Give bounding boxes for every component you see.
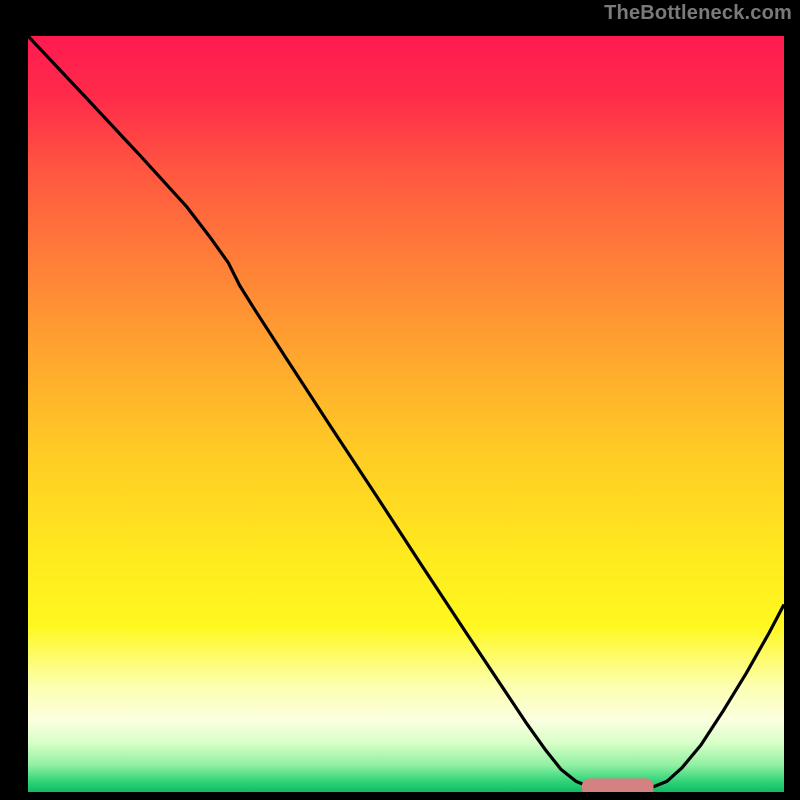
plot-frame	[22, 30, 790, 798]
chart-container: TheBottleneck.com	[0, 0, 800, 800]
watermark-text: TheBottleneck.com	[604, 2, 792, 25]
optimal-marker-layer	[28, 36, 784, 792]
optimal-marker	[582, 778, 654, 792]
